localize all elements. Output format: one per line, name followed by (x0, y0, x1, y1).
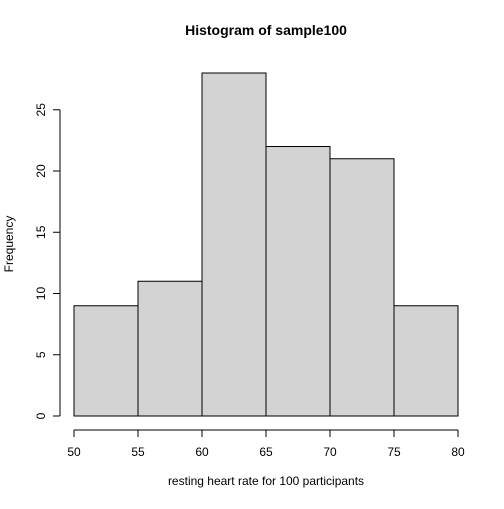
histogram-bar-65-70 (265, 146, 331, 417)
y-axis-label: Frequency (2, 216, 16, 273)
y-tick-label: 0 (34, 412, 48, 419)
y-axis: 0 5 10 15 20 25 (34, 103, 61, 419)
histogram-bar-55-60 (137, 280, 203, 417)
x-axis-label: resting heart rate for 100 participants (168, 474, 364, 488)
histogram-bar-70-75 (329, 158, 395, 417)
y-tick-label: 5 (34, 351, 48, 358)
y-tick-label: 25 (34, 103, 48, 117)
chart-title: Histogram of sample100 (185, 22, 347, 38)
x-tick-label: 50 (67, 445, 81, 459)
histogram-bar-75-80 (393, 305, 459, 417)
histogram-bar-50-55 (73, 305, 139, 417)
x-tick-label: 70 (323, 445, 337, 459)
bars-layer (73, 72, 459, 417)
y-tick-label: 20 (34, 164, 48, 178)
x-tick-label: 75 (387, 445, 401, 459)
y-tick-label: 10 (34, 287, 48, 301)
x-axis: 50 55 60 65 70 75 80 (67, 429, 465, 459)
x-tick-label: 60 (195, 445, 209, 459)
x-tick-label: 55 (131, 445, 145, 459)
y-tick-label: 15 (34, 225, 48, 239)
x-tick-label: 65 (259, 445, 273, 459)
histogram-bar-60-65 (201, 72, 267, 417)
x-tick-label: 80 (451, 445, 465, 459)
